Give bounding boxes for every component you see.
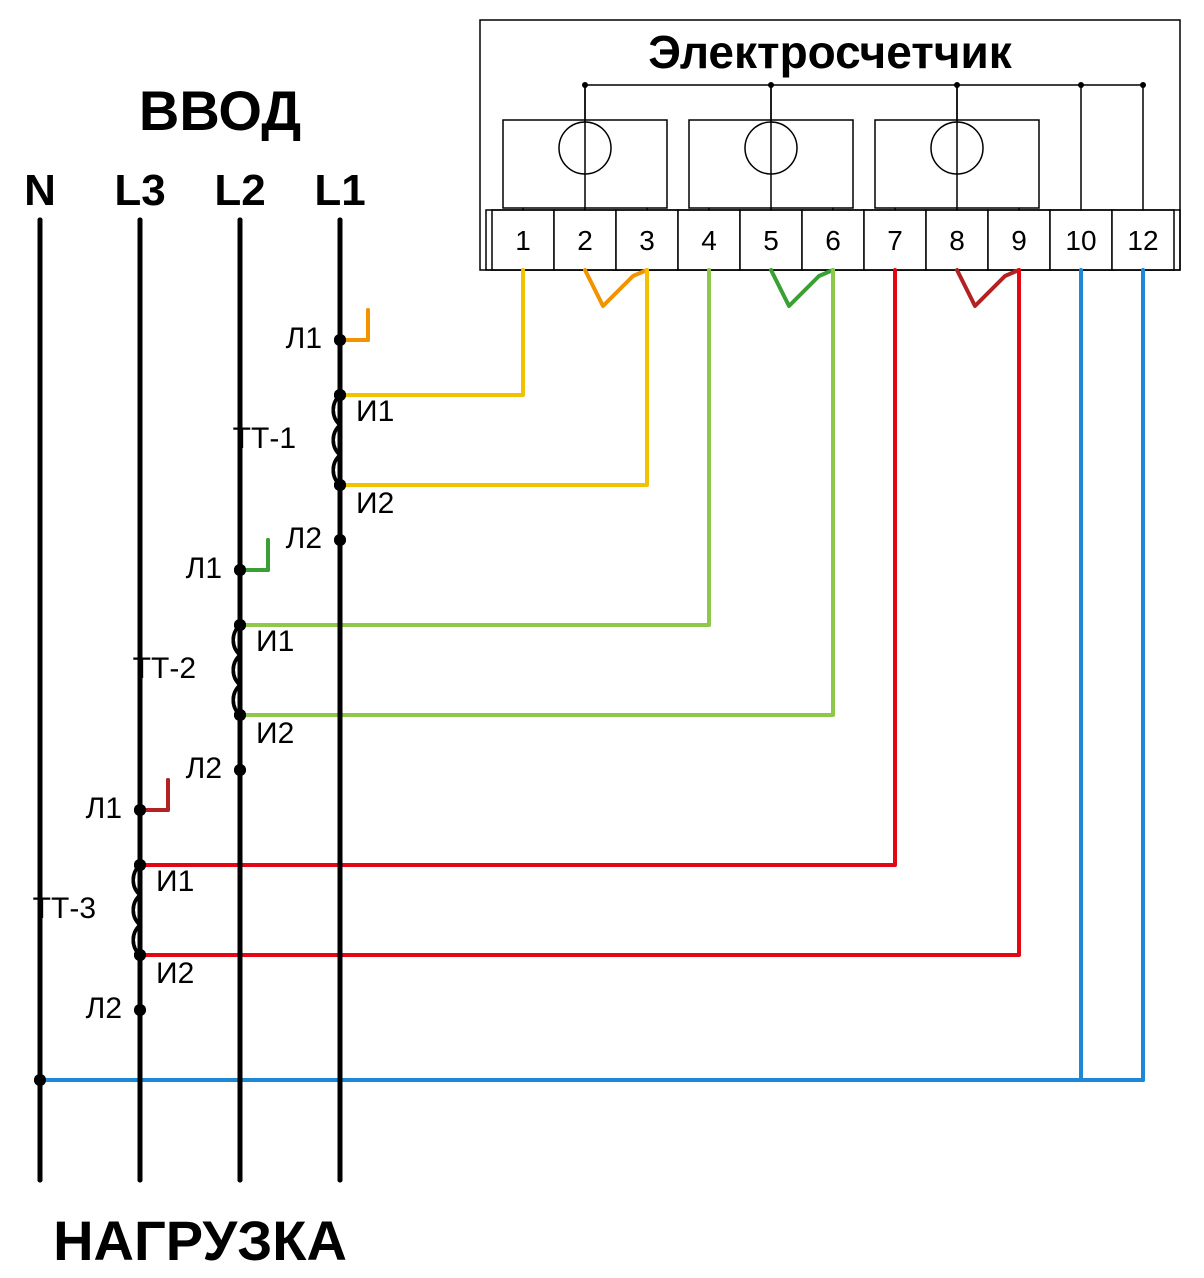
- svg-text:Л1: Л1: [186, 552, 222, 585]
- svg-text:И2: И2: [356, 487, 394, 520]
- svg-text:6: 6: [825, 225, 841, 256]
- svg-text:4: 4: [701, 225, 717, 256]
- svg-text:И1: И1: [256, 625, 294, 658]
- svg-text:И1: И1: [356, 395, 394, 428]
- svg-text:L1: L1: [314, 166, 365, 215]
- svg-text:10: 10: [1065, 225, 1096, 256]
- svg-text:И2: И2: [256, 717, 294, 750]
- svg-text:9: 9: [1011, 225, 1027, 256]
- svg-text:N: N: [24, 166, 56, 215]
- svg-text:Л2: Л2: [286, 522, 322, 555]
- svg-text:1: 1: [515, 225, 531, 256]
- svg-text:Л1: Л1: [286, 322, 322, 355]
- wiring-diagram: Электросчетчик1234567891012ВВОДNL3L2L1НА…: [0, 0, 1204, 1278]
- svg-text:Л1: Л1: [86, 792, 122, 825]
- svg-text:L2: L2: [214, 166, 265, 215]
- svg-text:12: 12: [1127, 225, 1158, 256]
- svg-text:7: 7: [887, 225, 903, 256]
- svg-text:2: 2: [577, 225, 593, 256]
- label-load: НАГРУЗКА: [53, 1209, 347, 1272]
- svg-text:Л2: Л2: [186, 752, 222, 785]
- svg-text:И1: И1: [156, 865, 194, 898]
- svg-text:И2: И2: [156, 957, 194, 990]
- svg-text:3: 3: [639, 225, 655, 256]
- svg-text:5: 5: [763, 225, 779, 256]
- svg-text:L3: L3: [114, 166, 165, 215]
- svg-text:Л2: Л2: [86, 992, 122, 1025]
- svg-text:8: 8: [949, 225, 965, 256]
- svg-text:Электросчетчик: Электросчетчик: [648, 26, 1013, 78]
- label-input: ВВОД: [139, 79, 301, 142]
